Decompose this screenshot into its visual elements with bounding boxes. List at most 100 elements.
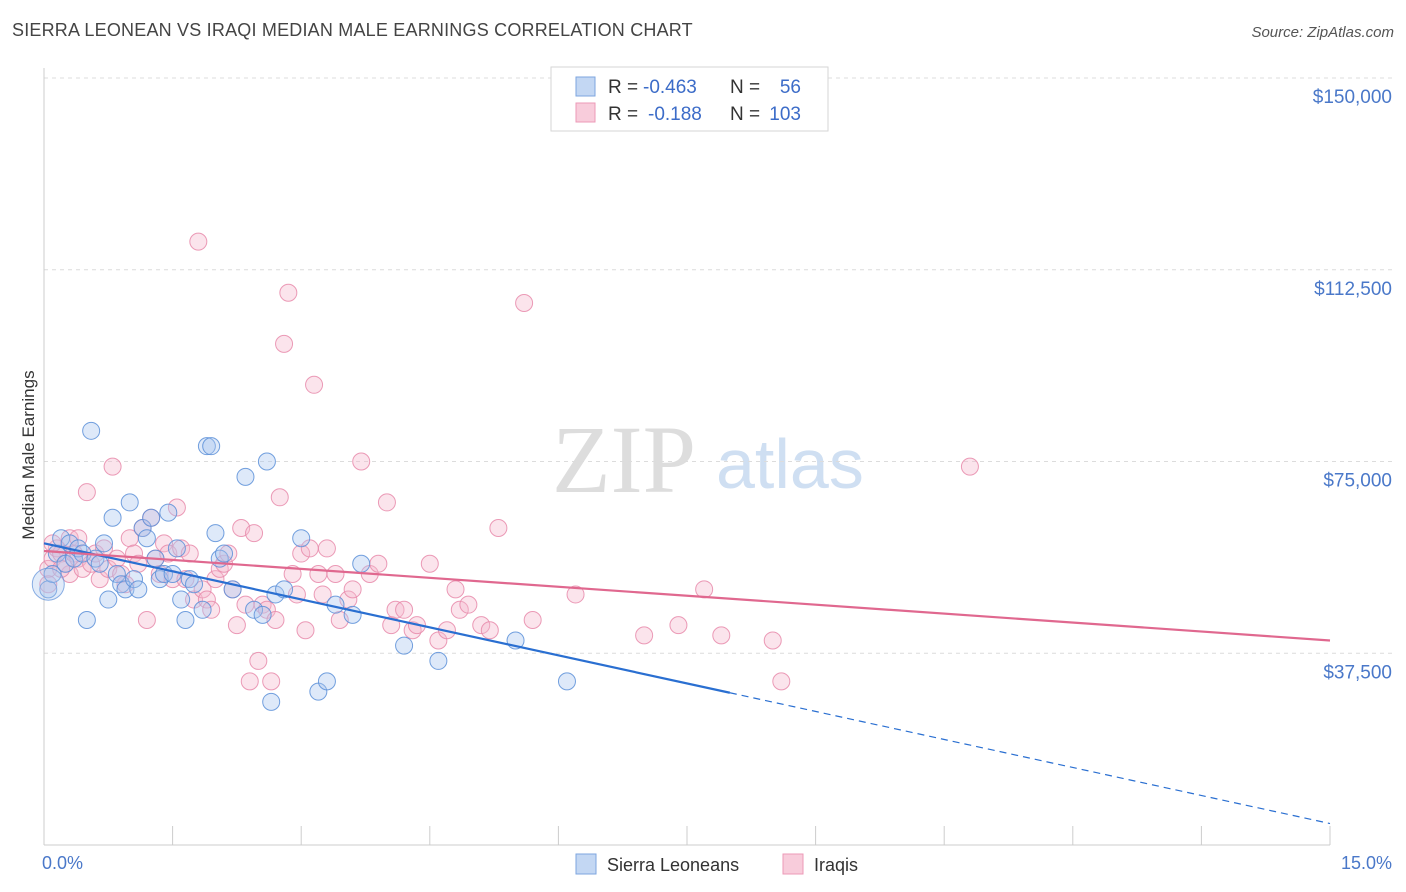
iraqis-point (193, 580, 212, 599)
sierra-leoneans-point (103, 508, 122, 527)
sierra-leoneans-point (176, 611, 195, 630)
iraqis-point (480, 621, 499, 640)
sierra-leoneans-point (206, 524, 225, 543)
sierra-leoneans-point (193, 600, 212, 619)
bottom-legend-label-sierra-leoneans: Sierra Leoneans (607, 855, 739, 875)
legend-n-value: 103 (769, 104, 801, 125)
iraqis-point (369, 554, 388, 573)
gridlines (44, 77, 1392, 654)
legend-r-label: R = (608, 104, 638, 125)
bottom-legend-swatch-sierra-leoneans (575, 853, 597, 875)
sierra-leoneans-point (137, 529, 156, 548)
chart-title: SIERRA LEONEAN VS IRAQI MEDIAN MALE EARN… (12, 20, 693, 40)
chart-source: Source: ZipAtlas.com (1251, 24, 1394, 41)
iraqis-point (515, 293, 534, 312)
iraqis-point (446, 580, 465, 599)
y-tick-labels: $37,500 $75,000 $112,500 $150,000 (1313, 87, 1392, 683)
iraqis-point (172, 539, 191, 558)
iraqis-point (270, 488, 289, 507)
trend-line-iraqis (43, 549, 1331, 642)
iraqis-point (489, 518, 508, 537)
trend-line-sierra-leoneans-extension (729, 692, 1331, 825)
y-tick-label: $150,000 (1313, 87, 1392, 108)
legend-swatch-iraqis (575, 102, 596, 123)
iraqis-point (279, 283, 298, 302)
iraqis-point (566, 585, 585, 604)
sierra-leoneans-point (142, 508, 161, 527)
sierra-leoneans-point (82, 421, 101, 440)
sierra-leoneans-point (56, 554, 75, 573)
sierra-leoneans-point (120, 493, 139, 512)
legend-r-value: -0.463 (643, 77, 697, 98)
sierra-leoneans-point (125, 570, 144, 589)
bottom-legend-swatch-iraqis (782, 853, 804, 875)
iraqis-point (450, 600, 469, 619)
legend-r-label: R = (608, 77, 638, 98)
bottom-legend: Sierra Leoneans Iraqis (575, 853, 858, 875)
sierra-leoneans-point (129, 580, 148, 599)
sierra-leoneans-point (292, 529, 311, 548)
iraqis-point (377, 493, 396, 512)
iraqis-point (262, 672, 281, 691)
sierra-leoneans-point (159, 503, 178, 522)
sierra-leoneans-point (107, 564, 126, 583)
iraqis-point (420, 554, 439, 573)
iraqis-point (712, 626, 731, 645)
iraqis-point (352, 452, 371, 471)
iraqis-point (317, 539, 336, 558)
sierra-leoneans-point (197, 437, 216, 456)
legend-r-value: -0.188 (648, 104, 702, 125)
y-tick-label: $75,000 (1323, 471, 1392, 492)
iraqis-point (240, 672, 259, 691)
iraqis-point (695, 580, 714, 599)
iraqis-point (39, 575, 58, 594)
sierra-leoneans-point (557, 672, 576, 691)
iraqis-point (77, 483, 96, 502)
sierra-leoneans-point (172, 590, 191, 609)
iraqis-point (395, 600, 414, 619)
iraqis-point (283, 564, 302, 583)
trend-line-sierra-leoneans (43, 542, 731, 694)
iraqis-point (309, 564, 328, 583)
iraqis-point (137, 611, 156, 630)
iraqis-point (523, 611, 542, 630)
sierra-leoneans-point (236, 467, 255, 486)
sierra-leoneans-point (215, 544, 234, 563)
iraqis-point (275, 334, 294, 353)
sierra-leoneans-point (395, 636, 414, 655)
iraqis-point (189, 232, 208, 251)
iraqis-point (197, 590, 216, 609)
sierra-leoneans-point (429, 651, 448, 670)
iraqis-point (305, 375, 324, 394)
legend: R = -0.463 N = 56 R = -0.188 N = 103 (550, 66, 829, 132)
iraqis-point (763, 631, 782, 650)
iraqis-point (296, 621, 315, 640)
iraqis-point (292, 544, 311, 563)
iraqis-point (103, 457, 122, 476)
iraqis-point (167, 498, 186, 517)
legend-n-label: N = (730, 77, 760, 98)
iraqis-point (326, 564, 345, 583)
watermark-zip: ZIP (552, 406, 696, 513)
legend-box (550, 66, 829, 132)
sierra-leoneans-point (167, 539, 186, 558)
legend-swatch-sierra-leoneans (575, 76, 596, 97)
sierra-leoneans-point (257, 452, 276, 471)
axes (43, 68, 1331, 846)
sierra-leoneans-point (352, 554, 371, 573)
sierra-leoneans-point (77, 611, 96, 630)
sierra-leoneans-point (253, 605, 272, 624)
iraqis-point (343, 580, 362, 599)
series-iraqis-points (39, 232, 979, 691)
sierra-leoneans-point (99, 590, 118, 609)
sierra-leoneans-point (262, 692, 281, 711)
iraqis-point (459, 595, 478, 614)
iraqis-point (669, 616, 688, 635)
y-axis-label: Median Male Earnings (19, 370, 38, 539)
sierra-leoneans-point (31, 567, 65, 601)
sierra-leoneans-point (317, 672, 336, 691)
iraqis-point (245, 524, 264, 543)
x-tick-label-min: 0.0% (42, 853, 83, 873)
legend-n-label: N = (730, 104, 760, 125)
